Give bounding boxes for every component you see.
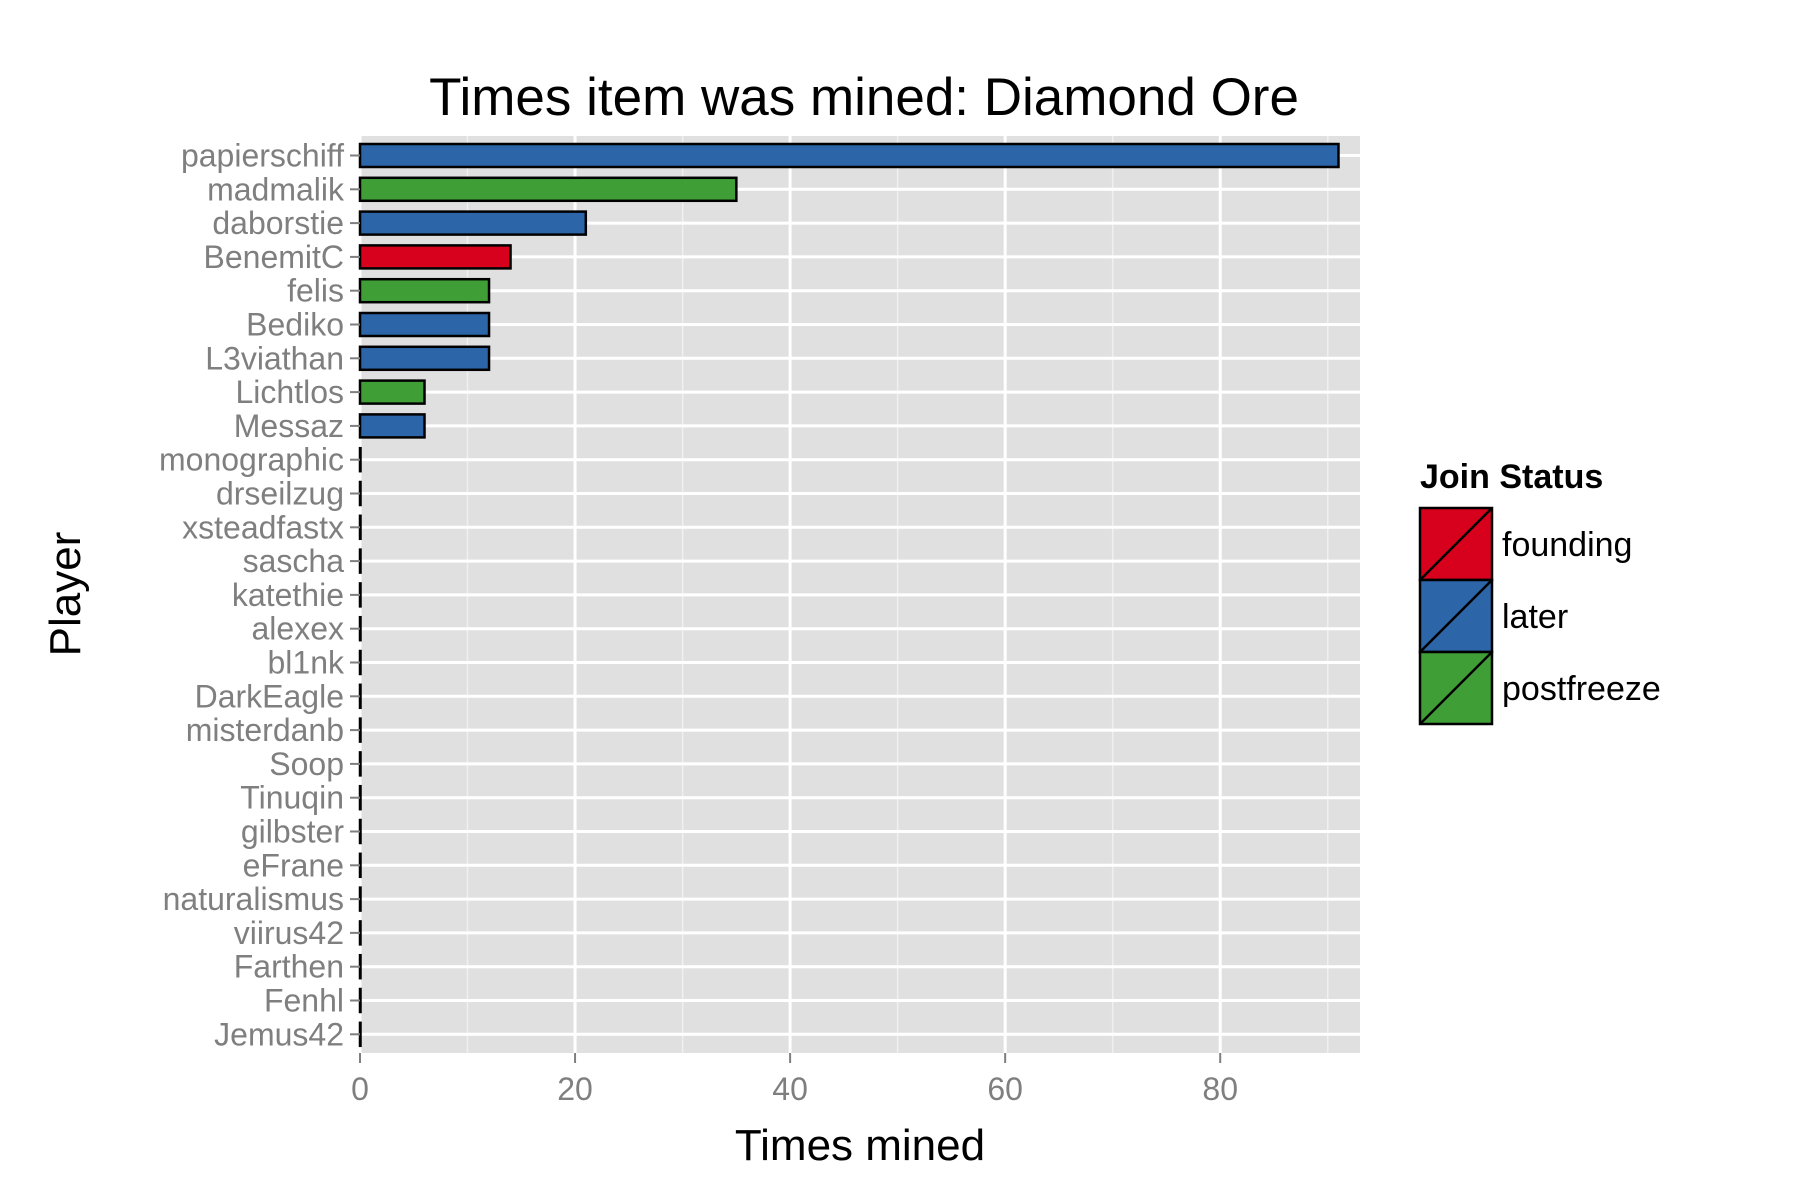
x-tick-label: 80	[1202, 1071, 1238, 1107]
bar	[358, 311, 491, 338]
bar	[358, 987, 362, 1014]
legend-title: Join Status	[1420, 458, 1603, 496]
y-tick-label: naturalismus	[163, 881, 344, 917]
y-tick-label: drseilzug	[216, 476, 344, 512]
y-tick-label: DarkEagle	[195, 678, 344, 714]
x-axis: 0 20 40 60 80	[351, 1053, 1238, 1107]
legend-key-diagonal	[1419, 651, 1493, 725]
y-tick-label: monographic	[159, 442, 344, 478]
legend-key-diagonal	[1419, 579, 1493, 653]
y-axis: papierschiffmadmalikdaborstieBenemitCfel…	[159, 138, 360, 1052]
bar	[358, 784, 362, 811]
y-axis-title: Player	[41, 532, 90, 657]
bar	[358, 446, 362, 473]
y-tick-label: Farthen	[234, 949, 344, 985]
y-tick-label: xsteadfastx	[182, 509, 344, 545]
y-tick-label: Lichtlos	[236, 374, 345, 410]
y-tick-label: BenemitC	[204, 239, 345, 275]
y-tick-label: misterdanb	[186, 712, 344, 748]
bar	[358, 345, 491, 372]
bar	[358, 277, 491, 304]
bar	[358, 548, 362, 574]
bar	[358, 818, 362, 845]
y-tick-label: alexex	[252, 611, 345, 647]
bar	[358, 244, 512, 270]
legend-label: later	[1502, 598, 1568, 636]
bar	[358, 379, 426, 405]
y-tick-label: Bediko	[246, 307, 344, 343]
y-tick-label: L3viathan	[205, 340, 344, 376]
legend-label: postfreeze	[1502, 670, 1661, 708]
bar	[358, 413, 426, 439]
y-tick-label: viirus42	[234, 915, 344, 951]
bar	[358, 852, 362, 879]
y-tick-label: papierschiff	[181, 138, 344, 174]
x-tick-label: 60	[987, 1071, 1023, 1107]
y-tick-label: madmalik	[207, 171, 345, 207]
y-tick-label: gilbster	[241, 814, 345, 850]
x-tick-label: 40	[772, 1071, 808, 1107]
y-tick-label: Tinuqin	[240, 780, 344, 816]
bar	[358, 480, 362, 507]
bar	[358, 514, 362, 541]
bar	[358, 210, 588, 236]
bar	[358, 751, 362, 777]
bar	[358, 649, 362, 676]
bar	[358, 1021, 362, 1048]
bar	[358, 953, 362, 980]
y-tick-label: Fenhl	[264, 983, 344, 1019]
y-tick-label: bl1nk	[268, 645, 346, 681]
x-tick-label: 20	[557, 1071, 593, 1107]
y-tick-label: felis	[287, 273, 344, 309]
bar	[358, 717, 362, 743]
bar	[358, 142, 1340, 169]
bar	[358, 615, 362, 642]
bar	[358, 886, 362, 912]
x-tick-label: 0	[351, 1071, 369, 1107]
legend-key-diagonal	[1419, 507, 1493, 581]
legend: Join Status founding later postfreeze	[1418, 458, 1661, 726]
y-tick-label: sascha	[243, 543, 345, 579]
bar	[358, 683, 362, 710]
y-tick-label: daborstie	[212, 205, 344, 241]
x-axis-title: Times mined	[735, 1121, 985, 1170]
y-tick-label: Jemus42	[214, 1016, 344, 1052]
chart-title: Times item was mined: Diamond Ore	[429, 68, 1299, 127]
y-tick-label: katethie	[232, 577, 344, 613]
legend-label: founding	[1502, 526, 1632, 564]
bar	[358, 582, 362, 608]
y-tick-label: eFrane	[243, 847, 344, 883]
bar	[358, 920, 362, 946]
y-tick-label: Soop	[269, 746, 344, 782]
bar	[358, 176, 738, 203]
y-tick-label: Messaz	[234, 408, 344, 444]
